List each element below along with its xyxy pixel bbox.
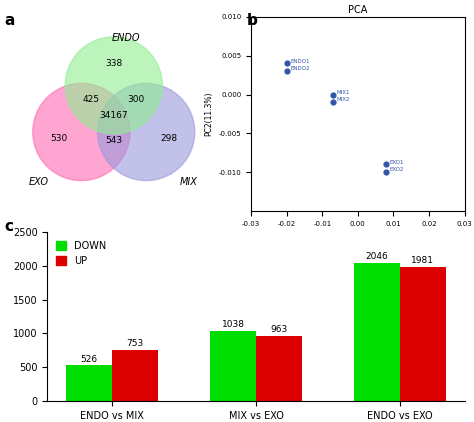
Text: 526: 526 xyxy=(81,355,98,364)
Text: 2046: 2046 xyxy=(365,252,388,261)
Y-axis label: PC2(11.3%): PC2(11.3%) xyxy=(204,92,213,136)
Bar xyxy=(256,336,302,401)
Point xyxy=(383,161,390,168)
Text: 1038: 1038 xyxy=(221,320,245,329)
Text: 530: 530 xyxy=(50,134,68,143)
Circle shape xyxy=(65,37,163,134)
Text: 300: 300 xyxy=(128,95,145,104)
Text: a: a xyxy=(5,13,15,28)
Point xyxy=(329,91,337,98)
Text: b: b xyxy=(246,13,257,28)
Text: MIX1: MIX1 xyxy=(337,90,350,95)
Circle shape xyxy=(98,84,195,181)
X-axis label: PC1(75.4%): PC1(75.4%) xyxy=(336,232,380,241)
Bar xyxy=(400,267,446,401)
Point xyxy=(329,99,337,106)
Bar xyxy=(354,263,400,401)
Text: MIX: MIX xyxy=(180,176,198,187)
Text: 298: 298 xyxy=(160,134,177,143)
Text: EXO: EXO xyxy=(29,176,49,187)
Bar xyxy=(210,331,256,401)
Text: 425: 425 xyxy=(83,95,100,104)
Text: EXO1: EXO1 xyxy=(390,160,404,165)
Bar xyxy=(112,350,158,401)
Text: MIX2: MIX2 xyxy=(337,97,350,103)
Text: 338: 338 xyxy=(105,59,122,68)
Text: EXO2: EXO2 xyxy=(390,168,404,172)
Legend: DOWN, UP: DOWN, UP xyxy=(52,237,110,270)
Circle shape xyxy=(33,84,130,181)
Point xyxy=(283,68,291,75)
Text: c: c xyxy=(5,219,14,235)
Text: ENDO: ENDO xyxy=(112,33,140,43)
Bar xyxy=(66,365,112,401)
Text: ENDO2: ENDO2 xyxy=(290,66,310,71)
Text: 963: 963 xyxy=(270,325,288,334)
Point xyxy=(383,169,390,176)
Text: ENDO1: ENDO1 xyxy=(290,59,310,64)
Text: 34167: 34167 xyxy=(100,111,128,120)
Text: 753: 753 xyxy=(127,339,144,349)
Point xyxy=(283,60,291,67)
Text: 543: 543 xyxy=(105,135,122,145)
Title: PCA: PCA xyxy=(348,5,367,15)
Text: 1981: 1981 xyxy=(411,257,434,265)
